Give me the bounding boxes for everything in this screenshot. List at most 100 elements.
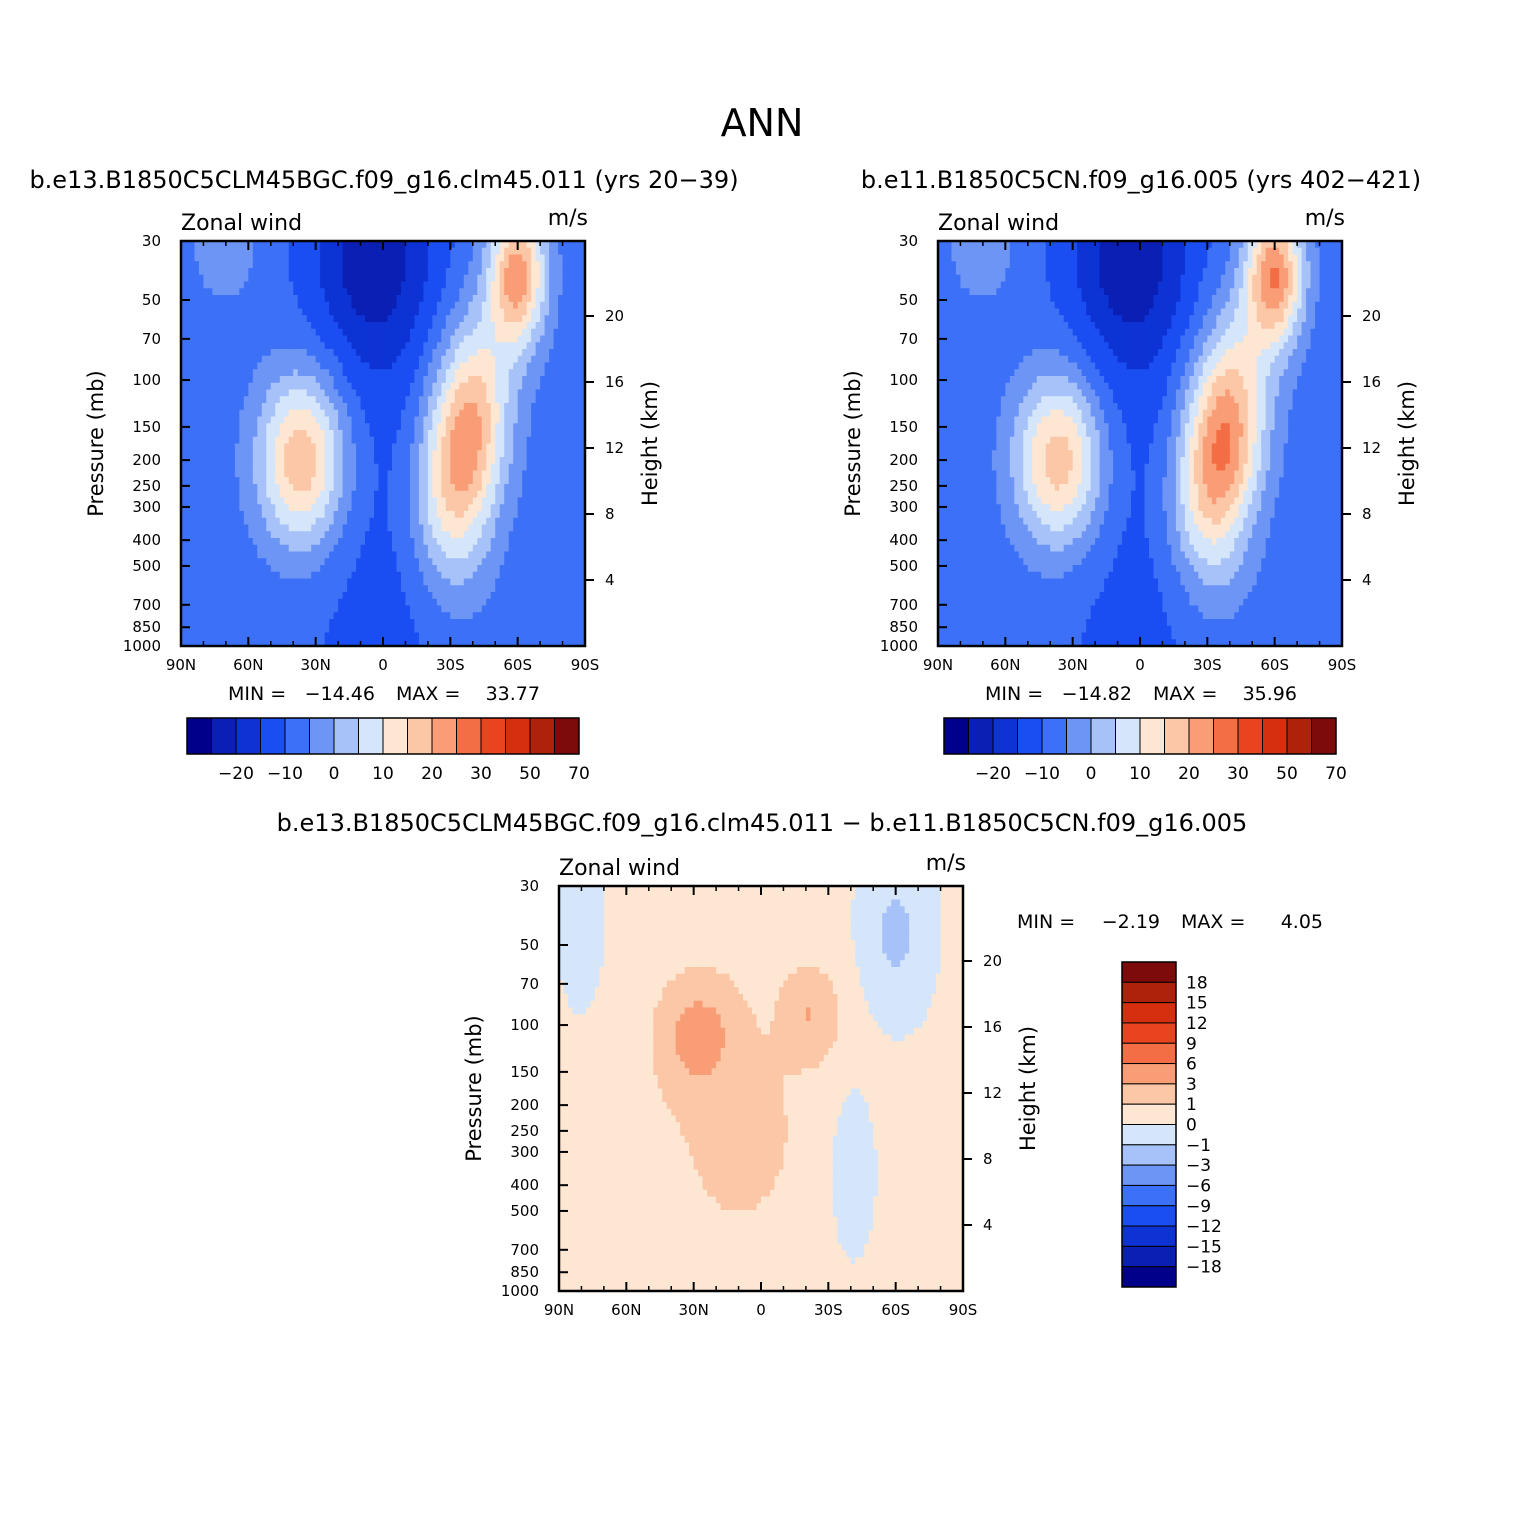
heatmap-cell xyxy=(383,301,389,310)
heatmap-cell xyxy=(445,443,451,451)
heatmap-cell xyxy=(234,268,240,276)
heatmap-cell xyxy=(302,342,308,350)
heatmap-cell xyxy=(293,342,299,350)
heatmap-cell xyxy=(293,504,299,512)
heatmap-cell xyxy=(234,315,240,323)
heatmap-cell xyxy=(356,565,362,573)
heatmap-cell xyxy=(567,403,573,411)
heatmap-cell xyxy=(212,436,218,445)
heatmap-cell xyxy=(342,497,348,505)
heatmap-cell xyxy=(356,531,362,539)
heatmap-cell xyxy=(378,565,384,573)
heatmap-cell xyxy=(194,592,200,600)
heatmap-cell xyxy=(243,524,249,532)
heatmap-cell xyxy=(347,416,353,424)
heatmap-cell xyxy=(329,538,335,546)
heatmap-cell xyxy=(338,281,344,289)
heatmap-cell xyxy=(427,261,433,269)
heatmap-cell xyxy=(571,598,577,607)
heatmap-cell xyxy=(463,524,469,532)
heatmap-cell xyxy=(365,497,371,505)
heatmap-cell xyxy=(356,315,362,323)
heatmap-cell xyxy=(230,315,236,323)
heatmap-cell xyxy=(580,517,586,526)
heatmap-cell xyxy=(459,571,465,580)
heatmap-cell xyxy=(297,504,303,512)
heatmap-cell xyxy=(284,598,290,607)
heatmap-cell xyxy=(405,598,411,607)
heatmap-cell xyxy=(427,544,433,553)
heatmap-cell xyxy=(329,511,335,519)
heatmap-cell xyxy=(288,261,294,269)
heatmap-cell xyxy=(396,308,402,316)
heatmap-cell xyxy=(562,423,568,431)
heatmap-cell xyxy=(562,551,568,559)
heatmap-cell xyxy=(423,592,429,600)
heatmap-cell xyxy=(513,349,519,357)
heatmap-cell xyxy=(252,382,258,391)
heatmap-cell xyxy=(243,369,249,377)
heatmap-cell xyxy=(320,349,326,357)
heatmap-cell xyxy=(409,436,416,445)
heatmap-cell xyxy=(517,403,523,411)
heatmap-cell xyxy=(293,612,299,620)
heatmap-cell xyxy=(486,484,492,492)
heatmap-cell xyxy=(418,335,424,343)
heatmap-cell xyxy=(284,423,290,431)
heatmap-cell xyxy=(212,362,218,370)
heatmap-cell xyxy=(212,443,218,451)
heatmap-cell xyxy=(225,355,231,364)
heatmap-cell xyxy=(239,274,245,283)
heatmap-cell xyxy=(243,335,249,343)
heatmap-cell xyxy=(441,565,447,573)
heatmap-cell xyxy=(378,322,384,330)
heatmap-cell xyxy=(526,531,532,539)
heatmap-cell xyxy=(270,612,276,620)
heatmap-cell xyxy=(472,416,478,424)
heatmap-cell xyxy=(207,328,214,337)
heatmap-cell xyxy=(383,598,389,607)
heatmap-cell xyxy=(468,436,474,445)
heatmap-cell xyxy=(508,571,514,580)
heatmap-cell xyxy=(508,443,514,451)
heatmap-cell xyxy=(351,497,357,505)
heatmap-cell xyxy=(400,524,407,532)
heatmap-cell xyxy=(248,592,254,600)
heatmap-cell xyxy=(181,592,187,600)
heatmap-cell xyxy=(472,605,478,613)
heatmap-cell xyxy=(239,565,245,573)
heatmap-cell xyxy=(414,558,420,566)
heatmap-cell xyxy=(387,416,393,424)
heatmap-cell xyxy=(468,396,474,404)
heatmap-cell xyxy=(360,436,366,445)
heatmap-cell xyxy=(441,268,447,276)
heatmap-cell xyxy=(558,322,564,330)
heatmap-cell xyxy=(329,322,335,330)
heatmap-cell xyxy=(535,403,541,411)
heatmap-cell xyxy=(405,295,411,303)
heatmap-cell xyxy=(409,288,416,296)
heatmap-cell xyxy=(356,477,362,485)
heatmap-cell xyxy=(365,241,371,249)
heatmap-cell xyxy=(396,517,402,526)
heatmap-cell xyxy=(216,349,222,357)
heatmap-cell xyxy=(391,497,398,505)
heatmap-cell xyxy=(396,484,402,492)
heatmap-cell xyxy=(207,382,214,391)
heatmap-cell xyxy=(293,274,299,283)
heatmap-cell xyxy=(302,436,308,445)
heatmap-cell xyxy=(356,436,362,445)
heatmap-cell xyxy=(562,342,568,350)
heatmap-cell xyxy=(409,295,416,303)
heatmap-cell xyxy=(378,497,384,505)
heatmap-cell xyxy=(540,578,546,586)
heatmap-cell xyxy=(580,261,586,269)
heatmap-cell xyxy=(347,578,353,586)
heatmap-cell xyxy=(468,551,474,559)
heatmap-cell xyxy=(230,288,236,296)
heatmap-cell xyxy=(396,457,402,465)
heatmap-cell xyxy=(459,328,465,337)
heatmap-cell xyxy=(553,551,559,559)
heatmap-cell xyxy=(418,477,424,485)
heatmap-cell xyxy=(374,423,380,431)
